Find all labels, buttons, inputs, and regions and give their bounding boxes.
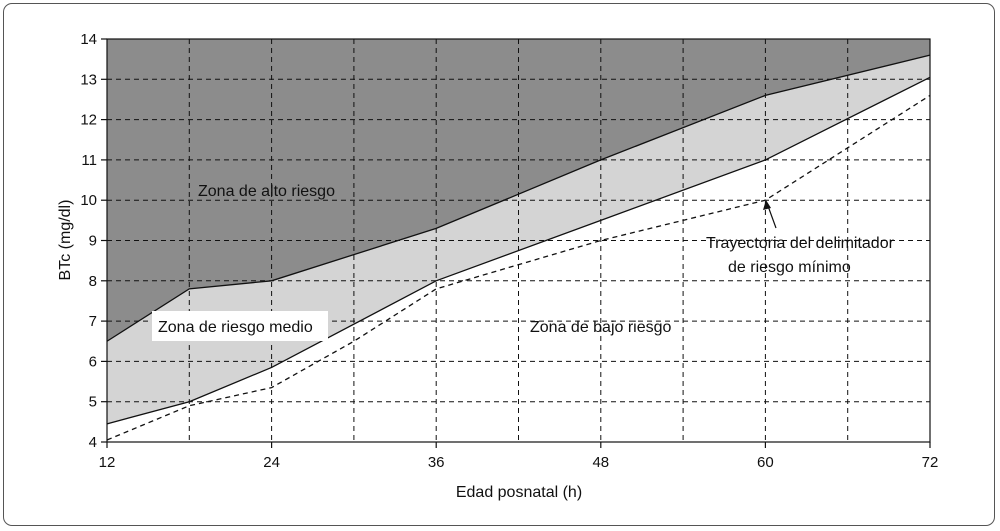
y-axis-ticks: 4 5 6 7 8 9 10 11 12 13 14 (80, 31, 107, 451)
y-tick-label: 8 (89, 273, 97, 290)
high-risk-zone-label: Zona de alto riesgo (198, 183, 335, 200)
high-risk-zone (107, 39, 930, 342)
y-tick-label: 4 (89, 434, 97, 451)
y-tick-label: 13 (80, 71, 97, 88)
y-axis-title: BTc (mg/dl) (57, 200, 74, 281)
high-risk-boundary-line (106, 54, 931, 342)
x-tick-label: 48 (592, 454, 609, 471)
y-tick-label: 14 (80, 31, 97, 48)
x-tick-label: 24 (263, 454, 280, 471)
x-axis-ticks: 12 24 36 48 60 72 (99, 442, 939, 471)
y-tick-label: 5 (89, 394, 97, 411)
y-tick-label: 12 (80, 112, 97, 129)
x-tick-label: 60 (757, 454, 774, 471)
minimum-risk-trajectory-line (106, 94, 931, 441)
trajectory-label-line1: Trayectoria del delimitador (706, 235, 895, 252)
y-tick-label: 7 (89, 313, 97, 330)
x-tick-label: 36 (428, 454, 445, 471)
trajectory-label-line2: de riesgo mínimo (728, 259, 851, 276)
x-tick-label: 72 (922, 454, 939, 471)
low-risk-boundary-line (106, 76, 931, 425)
medium-zone-label-background (152, 311, 328, 341)
y-tick-label: 6 (89, 353, 97, 370)
y-tick-label: 11 (81, 152, 97, 169)
low-risk-zone-label: Zona de bajo riesgo (530, 319, 672, 336)
risk-lines (106, 54, 931, 441)
y-tick-label: 9 (89, 233, 97, 250)
x-axis-title: Edad posnatal (h) (456, 484, 582, 501)
x-tick-label: 12 (99, 454, 116, 471)
grid (107, 39, 930, 442)
y-tick-label: 10 (80, 192, 97, 209)
medium-risk-zone-label: Zona de riesgo medio (158, 319, 313, 336)
trajectory-arrow (763, 200, 777, 229)
